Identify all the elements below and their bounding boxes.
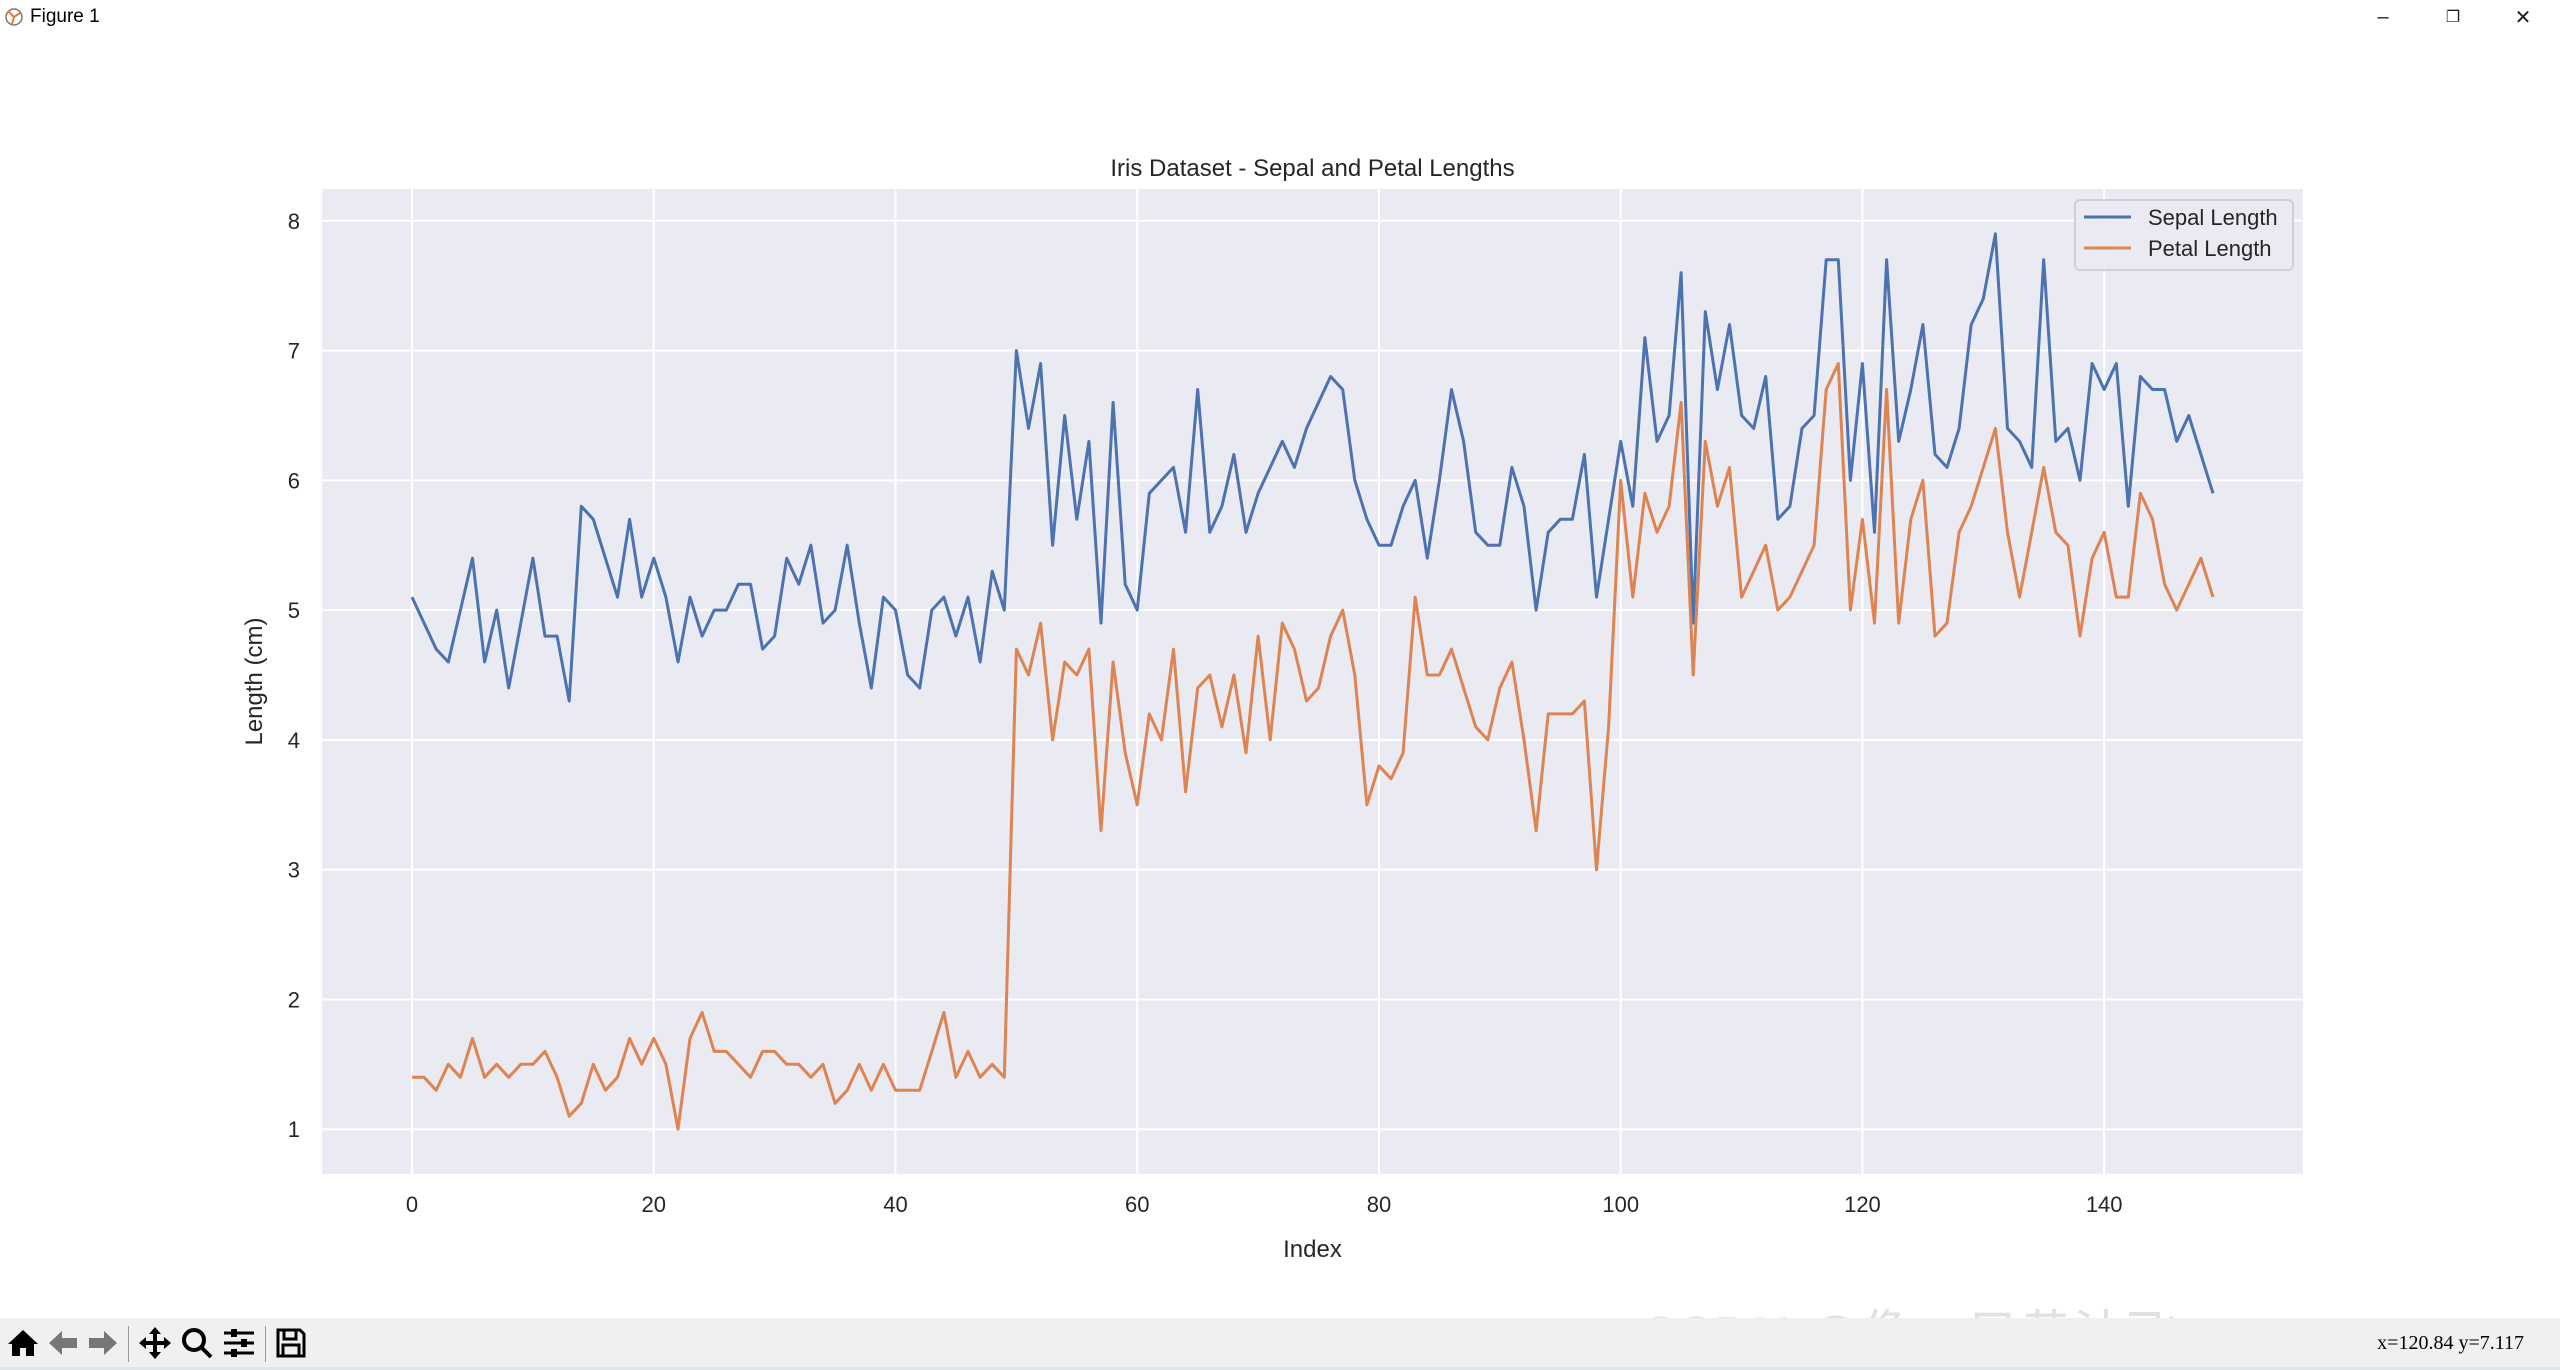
- cursor-coordinates: x=120.84 y=7.117: [2377, 1332, 2524, 1354]
- y-tick-label: 7: [288, 339, 300, 364]
- toolbar-separator: [265, 1326, 266, 1362]
- y-tick-label: 1: [288, 1117, 300, 1142]
- restore-button[interactable]: ❐: [2445, 9, 2461, 26]
- matplotlib-app-icon: [5, 8, 23, 26]
- save-button[interactable]: [272, 1324, 310, 1362]
- x-tick-label: 140: [2086, 1192, 2123, 1217]
- save-icon: [276, 1328, 306, 1358]
- legend-label: Sepal Length: [2148, 205, 2278, 230]
- pan-button[interactable]: [136, 1324, 174, 1362]
- x-tick-label: 20: [642, 1192, 666, 1217]
- minimize-button[interactable]: –: [2377, 5, 2389, 28]
- y-tick-label: 5: [288, 598, 300, 623]
- y-axis-label: Length (cm): [241, 617, 268, 745]
- legend-label: Petal Length: [2148, 236, 2272, 261]
- y-tick-label: 6: [288, 468, 300, 493]
- window-title: Figure 1: [30, 6, 100, 27]
- configure-subplots-button[interactable]: [220, 1324, 258, 1362]
- y-tick-label: 8: [288, 209, 300, 234]
- home-button[interactable]: [4, 1324, 42, 1362]
- x-axis-label: Index: [1283, 1236, 1342, 1263]
- y-tick-label: 3: [288, 858, 300, 883]
- x-tick-label: 0: [406, 1192, 418, 1217]
- x-tick-label: 40: [883, 1192, 907, 1217]
- x-tick-label: 60: [1125, 1192, 1149, 1217]
- window-titlebar: Figure 1 – ❐ ✕: [0, 0, 2560, 34]
- plot-area: [322, 189, 2303, 1174]
- navigation-toolbar: x=120.84 y=7.117: [0, 1318, 2560, 1370]
- configure-subplots-icon: [224, 1329, 254, 1357]
- zoom-icon: [182, 1328, 213, 1359]
- series-line-petal-length: [412, 362, 2215, 1131]
- x-tick-label: 80: [1367, 1192, 1391, 1217]
- forward-icon: [89, 1331, 117, 1355]
- x-tick-label: 120: [1844, 1192, 1881, 1217]
- y-tick-label: 4: [288, 728, 300, 753]
- chart-title: Iris Dataset - Sepal and Petal Lengths: [1110, 155, 1514, 182]
- back-icon: [49, 1331, 77, 1355]
- y-tick-label: 2: [288, 987, 300, 1012]
- close-button[interactable]: ✕: [2514, 6, 2532, 29]
- zoom-button[interactable]: [178, 1324, 216, 1362]
- home-icon: [8, 1330, 38, 1356]
- figure-canvas[interactable]: 0 20 40 60 80 100 120 140 1 2 3 4 5 6 7 8 Iris Dataset -…: [0, 34, 2560, 1318]
- toolbar-separator: [128, 1326, 129, 1362]
- pan-icon: [139, 1327, 171, 1359]
- forward-button[interactable]: [84, 1324, 122, 1362]
- series-line-sepal-length: [410, 232, 2215, 703]
- back-button[interactable]: [44, 1324, 82, 1362]
- x-tick-label: 100: [1602, 1192, 1639, 1217]
